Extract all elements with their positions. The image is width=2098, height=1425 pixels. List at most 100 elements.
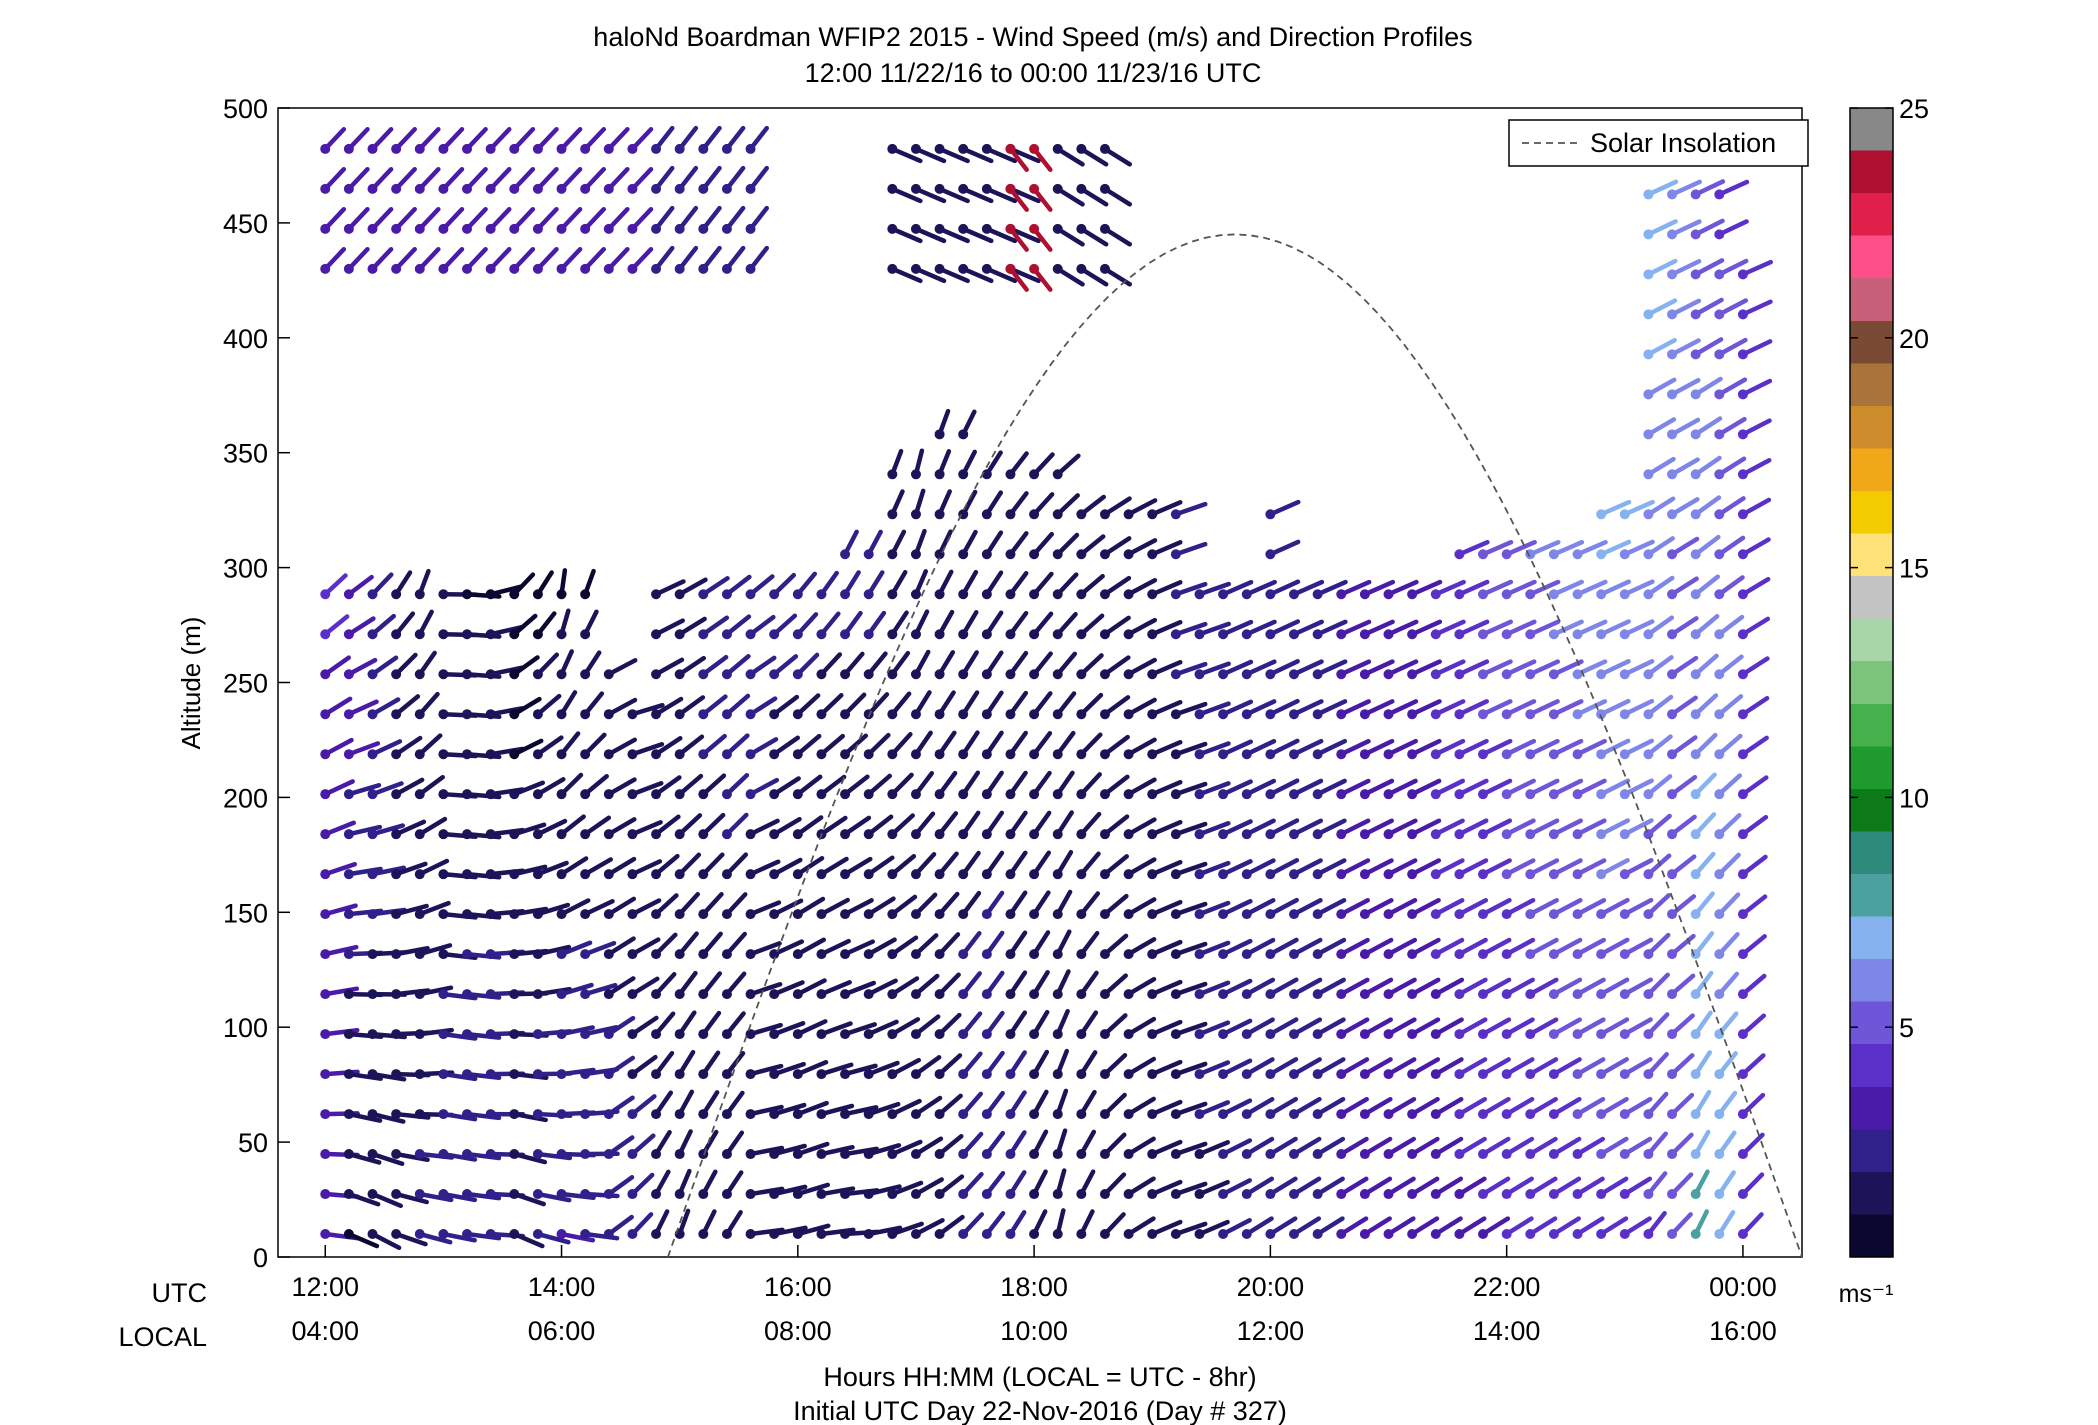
wind-barb-dot [981,1109,992,1120]
wind-barb-shaft [1409,818,1442,837]
wind-barb-shaft [323,779,355,797]
wind-barb-dot [674,143,685,154]
wind-barb-dot [343,869,354,880]
wind-barb-dot [485,1149,496,1160]
wind-barb-dot [1596,869,1607,880]
wind-barb-shaft [1386,699,1419,717]
wind-barb-shaft [1575,818,1607,837]
wind-barb-dot [887,509,898,520]
wind-barb-dot [603,949,614,960]
wind-barb-dot [698,869,709,880]
wind-barb-shaft [1149,1059,1183,1077]
wind-barb-dot [1643,1109,1654,1120]
wind-barb-dot [721,1069,732,1080]
wind-barb-shaft [323,903,358,917]
wind-barb-dot [532,669,543,680]
wind-barb-dot [462,949,473,960]
wind-barb-dot [1501,1189,1512,1200]
wind-barb-dot [1147,629,1158,640]
wind-barb-dot [1714,1229,1725,1240]
wind-barb-dot [721,183,732,194]
wind-barb-shaft [1386,579,1419,597]
wind-barb-dot [1643,949,1654,960]
wind-barbs [320,125,1774,1251]
legend-label: Solar Insolation [1590,128,1776,158]
wind-barb-dot [1099,223,1110,234]
wind-barb-dot [651,749,662,760]
wind-barb-dot [651,1029,662,1040]
wind-barb-dot [934,829,945,840]
wind-barb-dot [320,629,331,640]
wind-barb-shaft [393,819,427,837]
wind-barb-dot [580,629,591,640]
wind-barb-shaft [393,903,429,917]
wind-barb-dot [1667,549,1678,560]
wind-barb-dot [1241,989,1252,1000]
wind-barb-dot [1690,1229,1701,1240]
wind-barb-dot [674,1149,685,1160]
wind-barb-shaft [1409,579,1443,597]
wind-barb-dot [1099,1229,1110,1240]
wind-barb-dot [343,1229,354,1240]
wind-barb-dot [1359,989,1370,1000]
wind-barb-dot [1714,1189,1725,1200]
wind-barb-shaft [1598,698,1631,717]
wind-barb-dot [1052,1149,1063,1160]
wind-barb-dot [556,949,567,960]
wind-barb-shaft [1173,941,1208,957]
wind-barb-dot [438,589,449,600]
wind-barb-dot [1667,1189,1678,1200]
wind-barb-dot [509,1229,520,1240]
wind-barb-dot [414,1069,425,1080]
wind-barb-dot [532,789,543,800]
wind-barb-dot [958,469,969,480]
wind-barb-shaft [535,1191,572,1203]
wind-barb-shaft [1480,778,1513,797]
wind-barb-dot [532,1149,543,1160]
wind-barb-dot [1478,1029,1489,1040]
wind-barb-dot [1029,1149,1040,1160]
wind-barb-dot [485,1189,496,1200]
wind-barb-dot [1501,549,1512,560]
wind-barb-dot [910,549,921,560]
wind-barb-shaft [795,1223,831,1237]
wind-barb-shaft [866,1060,900,1077]
wind-barb-dot [863,869,874,880]
wind-barb-dot [1548,549,1559,560]
x-tick-label-local: 08:00 [764,1316,832,1346]
wind-barb-dot [1218,589,1229,600]
wind-barb-dot [1383,709,1394,720]
wind-barb-shaft [771,1143,807,1157]
wind-barb-dot [603,1229,614,1240]
wind-barb-dot [1076,629,1087,640]
wind-barb-dot [1667,789,1678,800]
wind-barb-dot [910,829,921,840]
wind-barb-dot [1548,709,1559,720]
wind-barb-shaft [1480,818,1513,837]
wind-barb-dot [1430,909,1441,920]
wind-barb-dot [1407,749,1418,760]
wind-barb-dot [792,709,803,720]
wind-barb-shaft [1433,818,1465,837]
wind-barb-dot [1690,1029,1701,1040]
wind-barb-dot [1218,669,1229,680]
wind-barb-shaft [1149,540,1183,557]
wind-barb-dot [1737,1109,1748,1120]
wind-barb-dot [769,1229,780,1240]
wind-barb-dot [1005,629,1016,640]
wind-barb-dot [910,509,921,520]
wind-barb-shaft [1008,266,1041,284]
wind-barb-dot [1052,1109,1063,1120]
wind-barb-dot [958,143,969,154]
wind-barb-dot [1265,829,1276,840]
wind-barb-dot [863,1109,874,1120]
wind-barb-shaft [1149,939,1183,957]
wind-barb-dot [887,709,898,720]
wind-barb-dot [1336,1149,1347,1160]
wind-barb-dot [509,1109,520,1120]
wind-barb-dot [438,789,449,800]
wind-barb-dot [343,749,354,760]
wind-barb-dot [391,1029,402,1040]
wind-barb-dot [1643,989,1654,1000]
wind-barb-dot [1430,869,1441,880]
